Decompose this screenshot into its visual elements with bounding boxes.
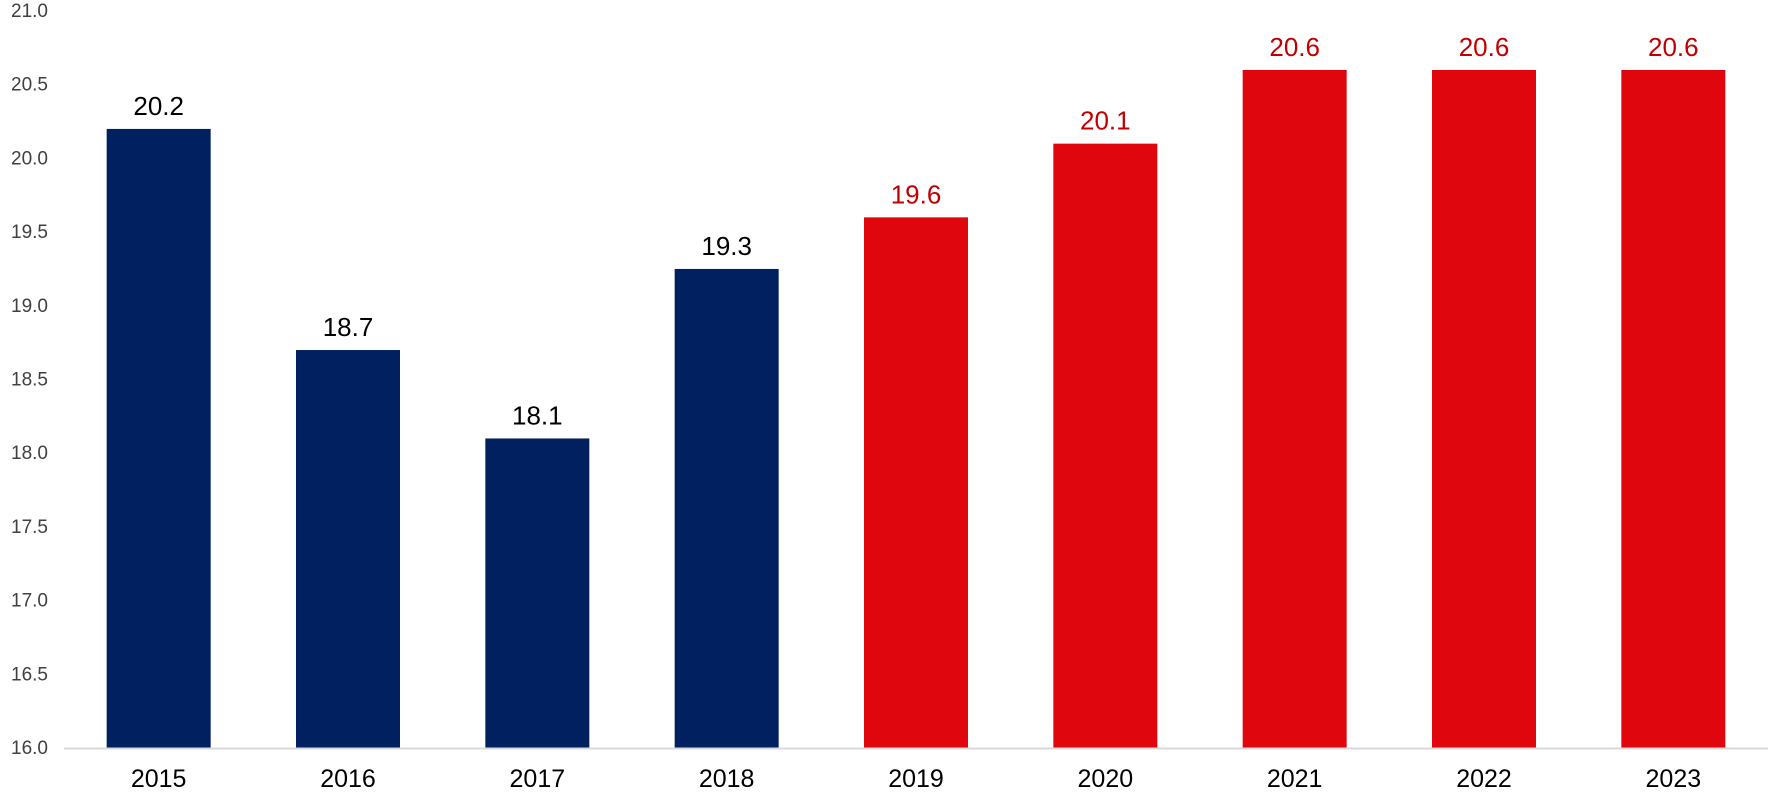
x-tick-label-2023: 2023 [1646,765,1702,793]
bar-2016 [296,350,400,748]
value-label-2023: 20.6 [1648,32,1699,62]
y-tick-label: 19.0 [11,296,48,317]
value-label-2018: 19.3 [701,231,752,261]
x-tick-label-2020: 2020 [1078,765,1134,793]
y-tick-label: 16.0 [11,738,48,759]
y-tick-label: 17.5 [11,517,48,538]
y-tick-label: 21.0 [11,1,48,22]
x-tick-label-2017: 2017 [510,765,566,793]
x-tick-label-2021: 2021 [1267,765,1323,793]
bar-2015 [106,128,211,749]
value-label-2016: 18.7 [323,312,374,342]
x-tick-label-2016: 2016 [320,765,376,793]
y-tick-label: 20.5 [11,75,48,96]
bar-2018 [674,268,779,748]
value-label-2015: 20.2 [133,91,184,121]
y-tick-label: 16.5 [11,664,48,685]
value-labels-group: 20.2 18.7 18.1 19.3 19.6 20.1 20.6 20.6 20.6 [133,32,1699,430]
value-label-2020: 20.1 [1080,106,1131,136]
bar-2023 [1621,69,1726,748]
x-tick-label-2015: 2015 [131,765,187,793]
y-tick-label: 18.0 [11,443,48,464]
bars-group [106,69,1726,749]
bar-2017 [485,438,590,748]
y-tick-label: 19.5 [11,222,48,243]
x-tick-label-2018: 2018 [699,765,755,793]
value-label-2021: 20.6 [1269,32,1320,62]
y-tick-label: 17.0 [11,591,48,612]
bar-2022 [1432,69,1536,748]
y-axis: 16.0 16.5 17.0 17.5 18.0 18.5 19.0 19.5 20.0 20.5… [11,1,48,759]
value-label-2017: 18.1 [512,400,563,430]
x-axis: 2015 2016 2017 2018 2019 2020 2021 2022 2023 [64,747,1768,793]
y-tick-label: 18.5 [11,370,48,391]
value-label-2022: 20.6 [1459,32,1510,62]
x-tick-label-2022: 2022 [1456,765,1512,793]
bar-2021 [1242,69,1347,748]
bar-2019 [864,217,968,749]
bar-2020 [1053,143,1158,748]
y-tick-label: 20.0 [11,148,48,169]
x-tick-label-2019: 2019 [888,765,944,793]
value-label-2019: 19.6 [891,179,942,209]
